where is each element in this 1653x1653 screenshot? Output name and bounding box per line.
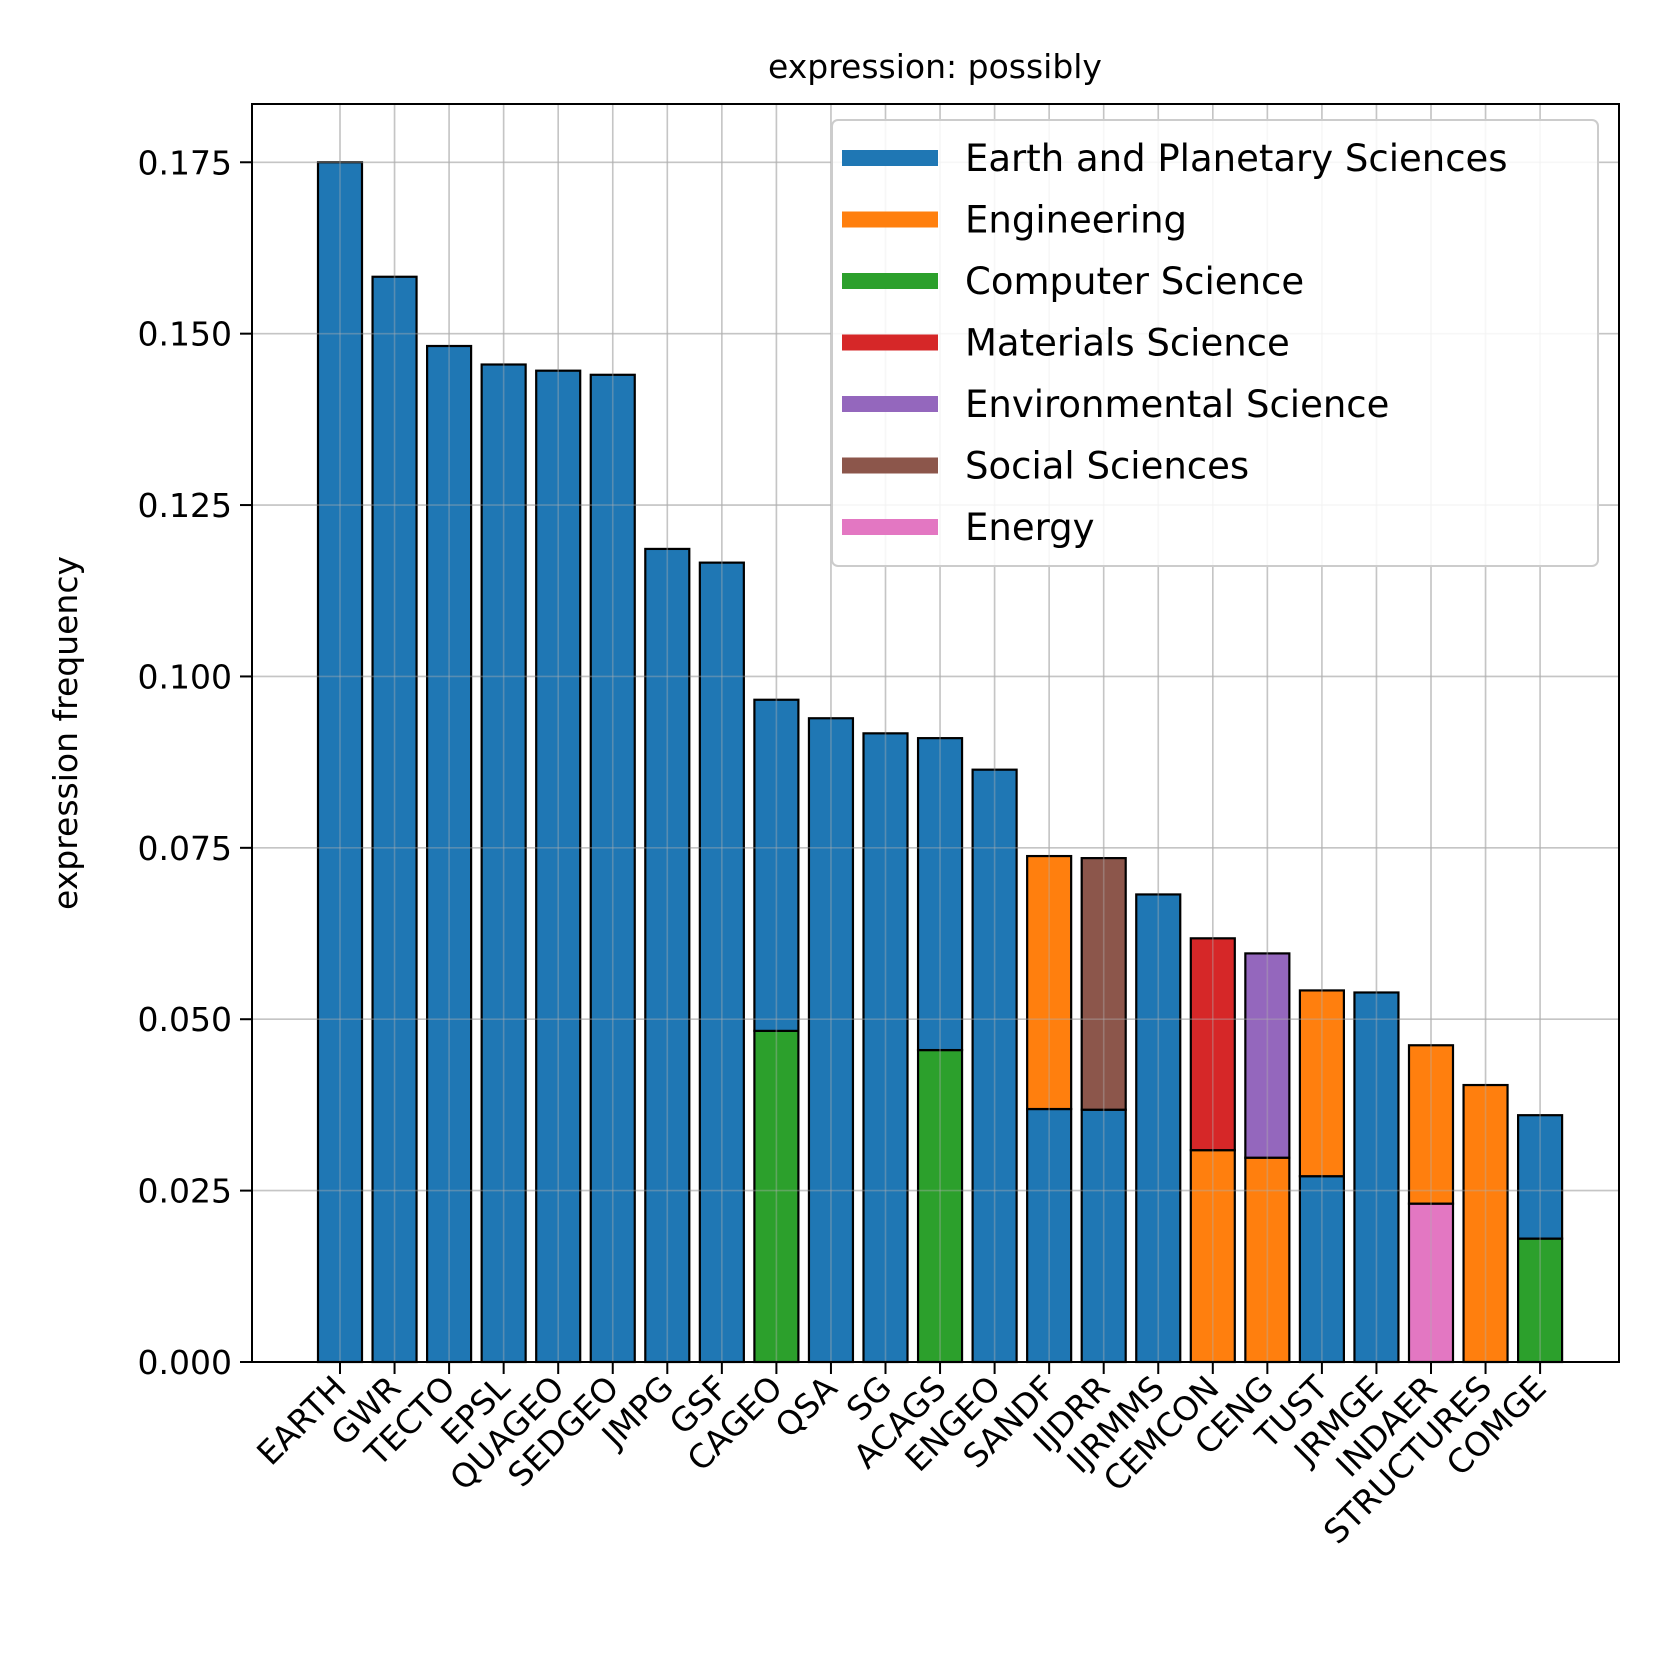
legend-label-computer-science: Computer Science bbox=[965, 260, 1304, 303]
legend-swatch-earth-and-planetary-sciences bbox=[842, 150, 938, 166]
bar-tust-engineering bbox=[1298, 989, 1346, 1178]
legend-swatch-materials-science bbox=[842, 334, 938, 351]
y-tick-label: 0.175 bbox=[138, 143, 232, 182]
y-axis-label: expression frequency bbox=[46, 556, 85, 910]
legend-box bbox=[831, 119, 1599, 567]
bar-structures-engineering bbox=[1462, 1083, 1509, 1364]
plot-frame bbox=[251, 103, 1620, 1363]
legend: Earth and Planetary Sciences Engineering C… bbox=[831, 119, 1599, 567]
legend-label-environmental-science: Environmental Science bbox=[965, 383, 1389, 426]
bar-ceng-engineering bbox=[1244, 1156, 1291, 1364]
bar-sg-earth-and-planetary-sciences bbox=[862, 732, 909, 1364]
bar-epsl-earth-and-planetary-sciences bbox=[480, 363, 527, 1364]
bar-ceng-environmental-science bbox=[1244, 952, 1291, 1159]
y-axis: 0.000 0.025 0.050 0.075 0.100 0.125 0.150 0.175 bbox=[138, 143, 252, 1382]
bar-jrmge-earth-and-planetary-sciences bbox=[1353, 991, 1400, 1364]
legend-swatch-social-sciences bbox=[842, 457, 938, 474]
bar-comge-earth-and-planetary-sciences bbox=[1516, 1114, 1564, 1240]
legend-swatch-engineering bbox=[842, 211, 938, 228]
legend-swatch-computer-science bbox=[842, 273, 938, 289]
bar-cemcon-engineering bbox=[1189, 1149, 1236, 1364]
bars bbox=[316, 161, 1564, 1364]
bar-ijrmms-earth-and-planetary-sciences bbox=[1135, 893, 1182, 1364]
y-tick-label: 0.000 bbox=[138, 1343, 232, 1382]
legend-label-social-sciences: Social Sciences bbox=[965, 445, 1249, 488]
legend-label-earth-and-planetary-sciences: Earth and Planetary Sciences bbox=[965, 137, 1508, 180]
legend-label-engineering: Engineering bbox=[965, 199, 1187, 242]
y-tick-label: 0.150 bbox=[138, 315, 232, 354]
legend-swatch-environmental-science bbox=[842, 396, 938, 412]
y-tick-label: 0.100 bbox=[138, 657, 232, 696]
bar-cemcon-materials-science bbox=[1189, 937, 1236, 1152]
bar-cageo-earth-and-planetary-sciences bbox=[753, 698, 800, 1032]
bar-engeo-earth-and-planetary-sciences bbox=[971, 768, 1018, 1364]
bar-sandf-engineering bbox=[1026, 854, 1073, 1111]
bar-ijdrr-social-sciences bbox=[1080, 857, 1127, 1111]
bar-gwr-earth-and-planetary-sciences bbox=[371, 275, 418, 1364]
legend-label-energy: Energy bbox=[965, 506, 1095, 549]
y-tick-label: 0.050 bbox=[138, 1000, 232, 1039]
bar-indaer-engineering bbox=[1407, 1044, 1455, 1205]
y-tick-label: 0.025 bbox=[138, 1172, 232, 1211]
bar-acags-earth-and-planetary-sciences bbox=[916, 737, 964, 1052]
bar-qsa-earth-and-planetary-sciences bbox=[807, 717, 855, 1364]
y-tick-label: 0.075 bbox=[138, 829, 232, 868]
bar-indaer-energy bbox=[1407, 1202, 1455, 1364]
bar-earth-earth-and-planetary-sciences bbox=[316, 161, 364, 1364]
legend-swatch-energy bbox=[842, 519, 938, 535]
chart-title: expression: possibly bbox=[768, 47, 1102, 86]
bar-quageo-earth-and-planetary-sciences bbox=[535, 369, 582, 1364]
legend-label-materials-science: Materials Science bbox=[965, 322, 1290, 365]
bar-gsf-earth-and-planetary-sciences bbox=[698, 561, 745, 1364]
y-tick-label: 0.125 bbox=[138, 486, 232, 525]
